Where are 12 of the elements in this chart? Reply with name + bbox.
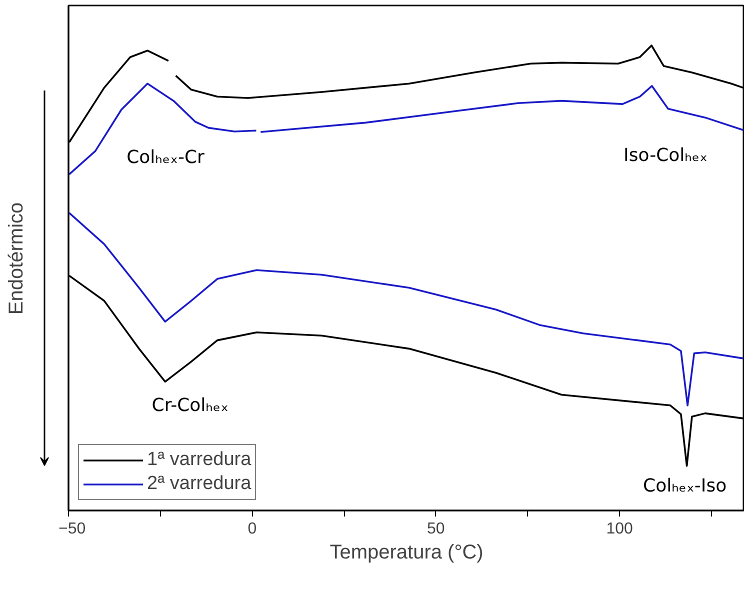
x-tick-label: −50 [58, 520, 86, 538]
legend-label: 2ª varredura [147, 473, 252, 495]
x-tick-label: 50 [426, 520, 445, 538]
x-tick-label: 0 [248, 520, 257, 538]
x-axis-title: Temperatura (°C) [330, 542, 484, 564]
annotation: Colₕₑₓ-Cr [126, 147, 206, 168]
annotation: Cr-Colₕₑₓ [152, 395, 228, 416]
annotation: Iso-Colₕₑₓ [624, 145, 708, 166]
x-tick-label: 100 [606, 520, 634, 538]
annotation: Colₕₑₓ-Iso [643, 475, 727, 496]
y-axis-title: Endotérmico [6, 202, 28, 315]
legend-label: 1ª varredura [147, 449, 252, 471]
